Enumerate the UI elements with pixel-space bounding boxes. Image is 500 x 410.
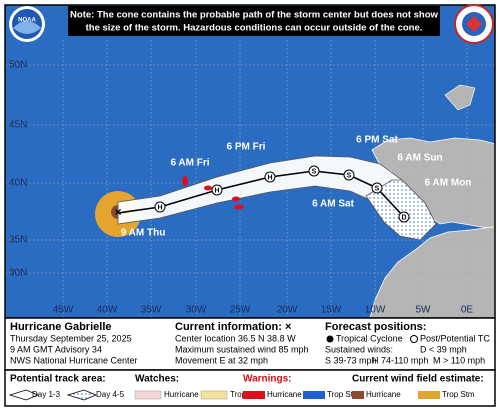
logo-wave — [13, 21, 41, 34]
info-line: M > 110 mph — [433, 355, 485, 365]
forecast-point — [154, 201, 166, 213]
point-intensity: H — [267, 174, 272, 181]
legend-heading: Watches: — [135, 374, 179, 385]
swatch — [418, 391, 440, 399]
time-label: 6 AM Mon — [425, 178, 472, 189]
map: × H H H S S S D — [5, 5, 495, 318]
logo-mark — [466, 16, 482, 32]
lat-label: 35N — [9, 235, 27, 246]
swatch — [200, 390, 228, 400]
time-label: 9 AM Thu — [121, 228, 166, 239]
time-label: 6 AM Sun — [397, 153, 442, 164]
info-line: H 74-110 mph — [372, 355, 428, 365]
point-intensity: S — [347, 172, 352, 179]
swatch-day-4-5 — [66, 389, 98, 401]
lon-label: 35W — [141, 305, 162, 316]
lon-label: 0E — [461, 305, 474, 316]
info-panel — [4, 317, 496, 371]
info-line: Center location 36.5 N 38.8 W — [175, 333, 296, 343]
legend-item: Hurricane — [267, 390, 302, 399]
swatch — [243, 391, 265, 399]
swatch — [303, 391, 325, 399]
lon-label: 30W — [186, 305, 207, 316]
lat-label: 45N — [9, 120, 27, 131]
forecast-point — [308, 165, 320, 177]
lat-label: 30N — [9, 268, 27, 279]
time-label: 6 AM Sat — [312, 199, 355, 210]
swatch-day-1-3 — [8, 389, 40, 401]
time-label: 6 PM Fri — [227, 142, 266, 153]
legend-item: Day 4-5 — [96, 390, 125, 399]
logo-text: NOAA — [18, 18, 36, 24]
info-heading: Forecast positions: — [325, 321, 426, 333]
uk-fragment — [444, 84, 476, 111]
legend-item: Day 1-3 — [32, 390, 61, 399]
note-line: the size of the storm. Hazardous conditi… — [86, 23, 423, 34]
warning-area — [182, 176, 188, 186]
forecast-point — [371, 182, 383, 194]
legend-item: Trop Stm — [327, 390, 360, 399]
lon-label: 10W — [365, 305, 386, 316]
point-intensity: H — [157, 204, 162, 211]
point-intensity: S — [312, 168, 317, 175]
note-box — [68, 6, 440, 36]
noaa-logo — [9, 6, 45, 42]
info-line: S 39-73 mph — [325, 355, 377, 365]
info-line: D < 39 mph — [420, 344, 467, 354]
info-line: Post/Potential TC — [420, 333, 490, 343]
info-line: Maximum sustained wind 85 mph — [175, 344, 309, 354]
storm-name: Hurricane Gabrielle — [10, 321, 112, 333]
info-line: Movement E at 32 mph — [175, 355, 268, 365]
legend-heading: Warnings: — [243, 374, 292, 385]
time-label: 6 AM Fri — [170, 158, 209, 169]
labels: 50N 45N 40N 35N 30N 45W 40W 35W 30W 25W 20W 15W 10W 5… — [8, 10, 490, 401]
time-label: 6 PM Sat — [356, 135, 398, 146]
legend-item: Trop Stm — [442, 390, 475, 399]
point-intensity: S — [375, 185, 380, 192]
forecast-point — [343, 169, 355, 181]
lon-label: 25W — [230, 305, 251, 316]
forecast-point — [264, 171, 276, 183]
info-heading: Current information: × — [175, 321, 291, 333]
warning-area — [234, 204, 244, 210]
legend-heading: Current wind field estimate: — [352, 374, 484, 385]
note-line: Note: The cone contains the probable pat… — [70, 10, 438, 21]
forecast-point — [211, 184, 223, 196]
legend-item: Hurricane — [366, 390, 401, 399]
lon-label: 45W — [53, 305, 74, 316]
info-line: Sustained winds: — [325, 344, 393, 354]
nws-logo — [454, 4, 494, 44]
africa — [369, 226, 495, 318]
current-position: × — [114, 205, 121, 219]
graticule — [5, 40, 495, 318]
legend-heading: Potential track area: — [10, 374, 106, 385]
forecast-point — [398, 211, 410, 223]
point-intensity: D — [401, 214, 406, 221]
warning-area — [232, 196, 240, 202]
lon-label: 40W — [97, 305, 118, 316]
lat-label: 50N — [9, 60, 27, 71]
legend-item: Hurricane — [164, 390, 199, 399]
legend-panel — [4, 369, 496, 407]
lon-label: 20W — [277, 305, 298, 316]
info-line: Tropical Cyclone — [336, 333, 403, 343]
lat-label: 40N — [9, 178, 27, 189]
info-line: Thursday September 25, 2025 — [10, 333, 132, 343]
swatch — [134, 390, 162, 400]
post-tc-icon — [410, 335, 418, 343]
info-line: NWS National Hurricane Center — [10, 355, 138, 365]
swatch — [352, 391, 364, 399]
tc-icon — [326, 335, 334, 343]
lon-label: 5W — [416, 305, 432, 316]
lon-label: 15W — [321, 305, 342, 316]
warning-area — [204, 185, 212, 191]
forecast-points: H H H S S S D — [154, 165, 410, 223]
point-intensity: H — [214, 187, 219, 194]
info-line: 9 AM GMT Advisory 34 — [10, 344, 102, 354]
